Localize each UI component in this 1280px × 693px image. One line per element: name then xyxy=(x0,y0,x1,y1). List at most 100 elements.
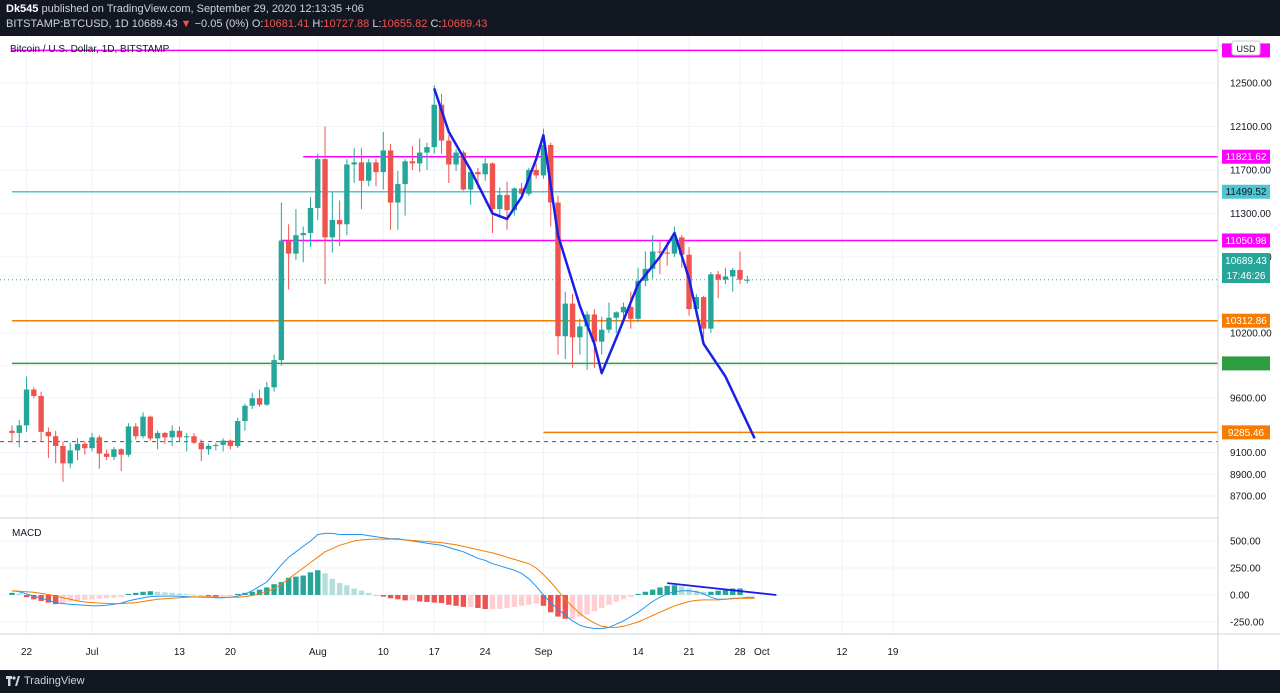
macd-histogram-bar xyxy=(671,585,678,595)
candle-body xyxy=(708,274,714,329)
macd-histogram-bar xyxy=(169,592,175,595)
candle-body xyxy=(234,421,241,447)
publisher-name[interactable]: Dk545 xyxy=(6,3,39,15)
macd-histogram-bar xyxy=(60,595,66,604)
candle-body xyxy=(336,219,343,225)
candle-body xyxy=(540,144,547,176)
candle-body xyxy=(591,314,598,342)
last-price-tag-bg xyxy=(1222,253,1270,268)
macd-histogram-bar xyxy=(358,590,365,595)
close-value: 10689.43 xyxy=(441,18,488,30)
price-tick-label: 9600.00 xyxy=(1230,394,1267,405)
footer-brand[interactable]: TradingView xyxy=(24,675,85,687)
candle-body xyxy=(96,437,103,454)
candle-body xyxy=(511,188,518,211)
macd-histogram-bar xyxy=(351,588,357,595)
candle-body xyxy=(351,162,357,165)
macd-histogram xyxy=(9,570,743,619)
macd-histogram-bar xyxy=(336,583,343,595)
level-tag-bg xyxy=(1222,184,1270,199)
macd-histogram-bar xyxy=(591,595,598,612)
time-tick-label: 14 xyxy=(633,647,645,658)
candle-body xyxy=(664,252,670,254)
candle-body xyxy=(16,425,22,433)
candle-body xyxy=(67,450,73,464)
macd-histogram-bar xyxy=(460,595,467,607)
candle-body xyxy=(700,297,707,329)
time-tick-label: 10 xyxy=(378,647,390,658)
time-tick-label: 20 xyxy=(225,647,237,658)
candle-body xyxy=(584,314,590,327)
currency-badge[interactable]: USD xyxy=(1231,40,1261,56)
macd-histogram-bar xyxy=(307,572,314,595)
chart-canvas[interactable]: 12500.0012100.0011700.0011300.0010900.00… xyxy=(0,36,1280,670)
candle-body xyxy=(613,312,619,318)
macd-histogram-bar xyxy=(548,595,554,613)
candle-body xyxy=(205,446,212,450)
candle-body xyxy=(526,169,532,194)
macd-histogram-bar xyxy=(213,595,219,597)
candle-body xyxy=(366,162,372,181)
candle-body xyxy=(489,163,496,210)
candle-body xyxy=(227,440,234,447)
candle-body xyxy=(176,430,183,438)
candle-body xyxy=(475,172,481,175)
candle-body xyxy=(649,251,656,269)
macd-divergence-line[interactable] xyxy=(667,582,777,596)
macd-histogram-bar xyxy=(489,595,496,610)
candle-body xyxy=(147,416,154,439)
countdown-tag-bg xyxy=(1222,268,1270,283)
macd-histogram-bar xyxy=(154,591,161,595)
candle-body xyxy=(606,317,612,330)
candle-body xyxy=(256,398,263,405)
footer: TradingView xyxy=(0,670,1280,693)
candle-body xyxy=(329,219,336,238)
macd-histogram-bar xyxy=(664,585,670,595)
last-price-tag: 10689.43 17:46:26 xyxy=(1222,253,1270,283)
macd-histogram-bar xyxy=(657,587,663,595)
candle-body xyxy=(169,430,175,438)
candle-body xyxy=(453,152,459,165)
macd-tick-label: 0.00 xyxy=(1230,591,1250,602)
trend-drawing[interactable] xyxy=(433,88,756,439)
time-tick-label: Aug xyxy=(309,647,327,658)
time-axis[interactable]: 22 Jul 13 20 Aug 10 17 24 Sep 14 21 28 Oct 12 19 xyxy=(21,647,899,658)
currency-badge-bg xyxy=(1231,40,1261,56)
time-tick-label: 24 xyxy=(480,647,492,658)
candle-body xyxy=(424,147,430,153)
macd-histogram-bar xyxy=(205,595,212,597)
macd-histogram-bar xyxy=(162,592,168,595)
macd-histogram-bar xyxy=(518,595,525,606)
candle-body xyxy=(438,104,445,141)
candle-body xyxy=(395,184,401,203)
candle-body xyxy=(103,453,110,457)
published-text: published on TradingView.com, September … xyxy=(41,3,364,15)
candle-body xyxy=(387,150,394,203)
macd-histogram-bar xyxy=(708,591,714,595)
candle-body xyxy=(548,144,554,203)
macd-tick-label: 250.00 xyxy=(1230,564,1261,575)
change-value: −0.05 (0%) xyxy=(194,18,249,30)
candle-body xyxy=(82,443,88,449)
candle-body xyxy=(671,237,678,254)
macd-histogram-bar xyxy=(16,593,22,595)
time-tick-label: Oct xyxy=(754,647,770,658)
macd-histogram-bar xyxy=(504,595,510,608)
candle-body xyxy=(293,235,299,254)
macd-histogram-bar xyxy=(606,595,612,605)
macd-histogram-bar xyxy=(191,594,197,596)
candle-body xyxy=(154,432,161,439)
macd-histogram-bar xyxy=(438,595,445,604)
macd-histogram-bar xyxy=(198,595,204,596)
macd-histogram-bar xyxy=(147,591,154,595)
macd-histogram-bar xyxy=(89,595,95,600)
macd-histogram-bar xyxy=(482,595,488,610)
macd-axis[interactable]: 500.00 250.00 0.00 -250.00 xyxy=(1230,537,1264,629)
candle-body xyxy=(242,405,248,422)
level-tag-label: 11821.62 xyxy=(1226,152,1267,163)
macd-histogram-bar xyxy=(715,590,721,595)
macd-histogram-bar xyxy=(125,593,132,595)
candle-body xyxy=(307,207,314,233)
macd-histogram-bar xyxy=(467,595,474,607)
symbol-label: BITSTAMP:BTCUSD, 1D xyxy=(6,18,129,30)
